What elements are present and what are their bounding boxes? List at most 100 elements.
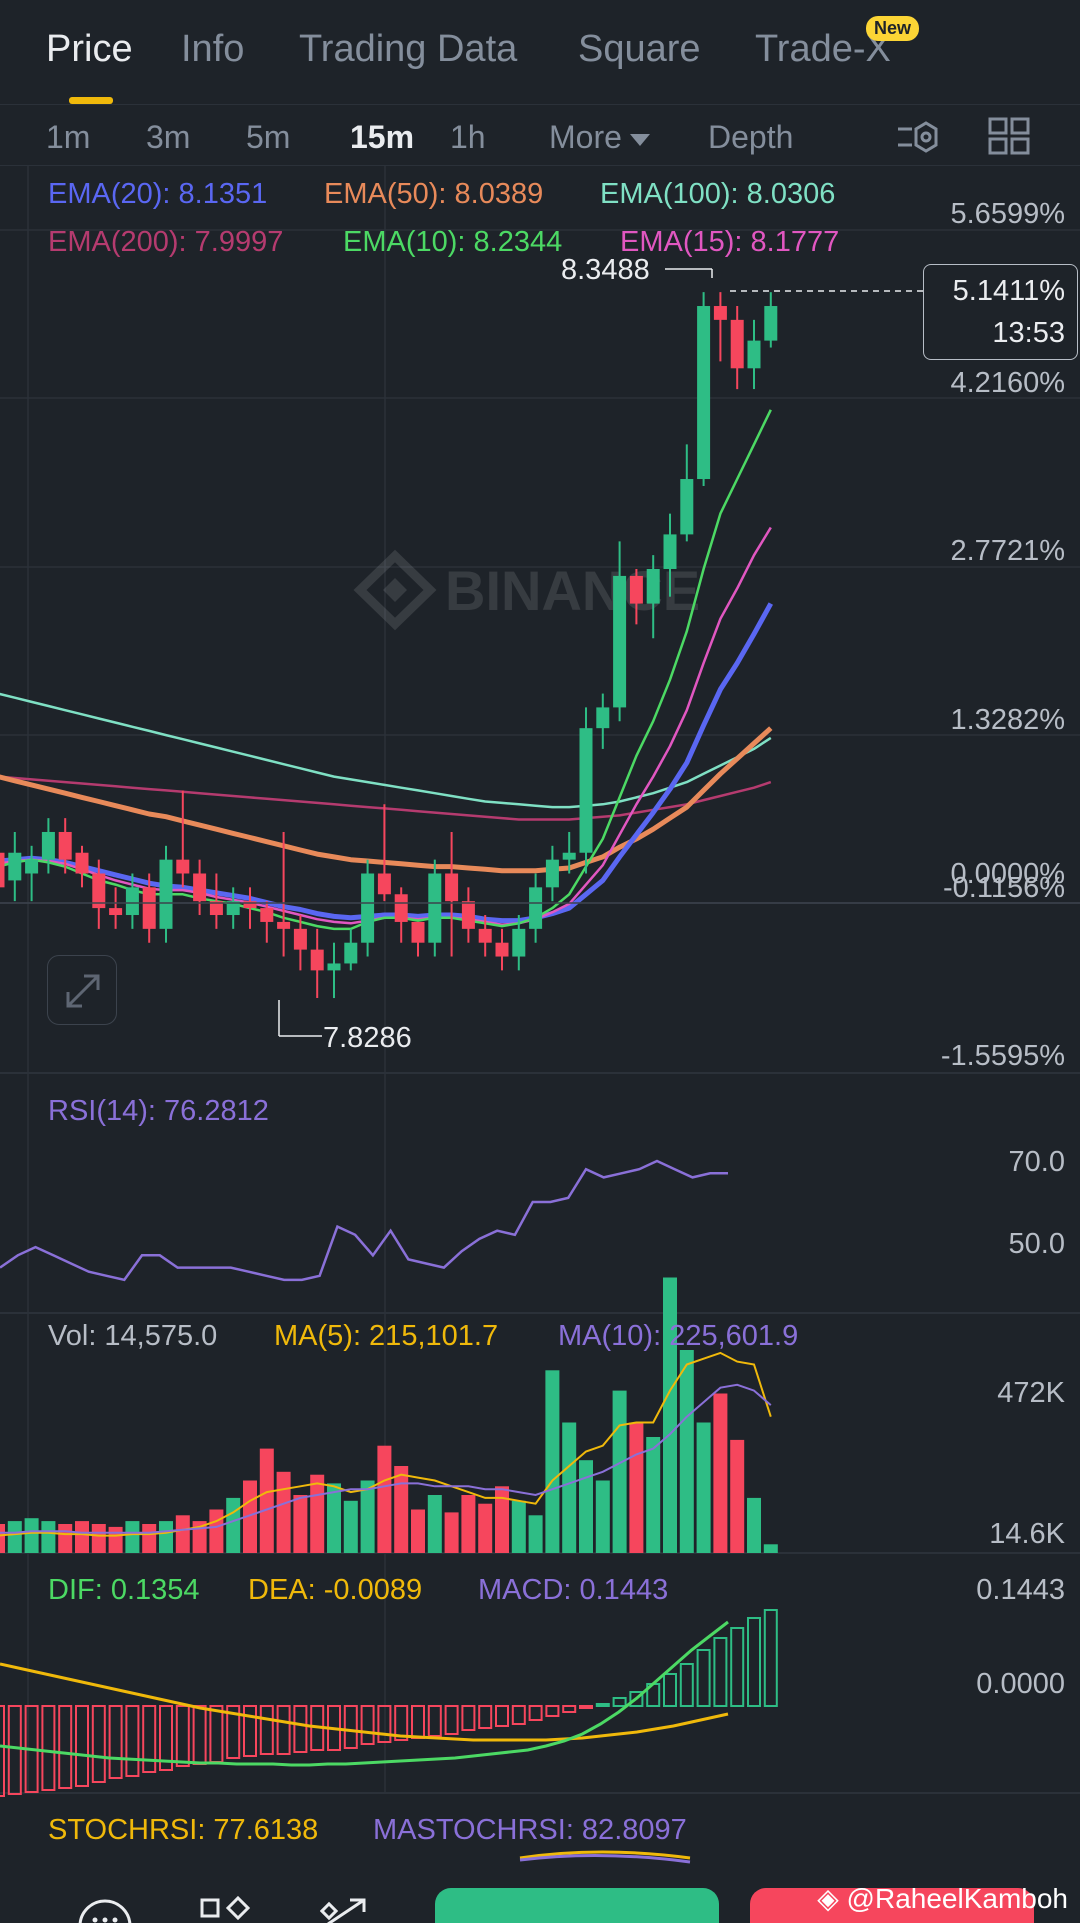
grid-apps-icon[interactable] (200, 1896, 252, 1923)
price-axis-tick: -0.1156% (943, 872, 1065, 904)
volume-bar (24, 1518, 39, 1553)
candle-body (478, 928, 492, 943)
interval-1m[interactable]: 1m (46, 119, 91, 155)
candle-body (629, 575, 643, 604)
macd-histogram-bar (226, 1705, 241, 1759)
tab-price[interactable]: Price (46, 28, 133, 70)
candle-body (226, 901, 240, 916)
candle-body (243, 901, 257, 909)
macd-histogram-bar (209, 1705, 224, 1763)
ema20-line (0, 602, 773, 924)
macd-histogram-bar (125, 1705, 140, 1777)
candle-body (361, 873, 375, 943)
candle-body (613, 575, 627, 708)
volume-bar (763, 1544, 778, 1553)
candle-body (310, 949, 324, 971)
tab-info[interactable]: Info (181, 28, 245, 70)
rsi-legend: RSI(14): 76.2812 (48, 1095, 269, 1127)
macd-histogram-bar (595, 1703, 610, 1707)
macd-histogram-bar (192, 1705, 207, 1765)
candle-body (327, 963, 341, 971)
candle-body (293, 928, 307, 950)
macd-panel (0, 1609, 778, 1797)
macd-dea-legend: DEA: -0.0089 (248, 1574, 423, 1606)
buy-button[interactable] (435, 1888, 719, 1923)
volume-bar (327, 1483, 341, 1553)
macd-histogram-bar (175, 1705, 190, 1767)
candle-body (545, 859, 559, 888)
indicator-settings-icon[interactable] (896, 117, 940, 157)
interval-5m[interactable]: 5m (246, 119, 291, 155)
interval-bar: 1m 3m 5m 15m 1h More Depth (0, 104, 1080, 166)
volume-bar (41, 1521, 56, 1553)
volume-bar (545, 1370, 560, 1553)
stochrsi-legend: STOCHRSI: 77.6138 (48, 1814, 319, 1846)
volume-bar (377, 1445, 392, 1553)
volume-bar (91, 1524, 106, 1553)
candle-body (512, 928, 526, 957)
volume-bar (713, 1393, 728, 1553)
rsi-axis-50: 50.0 (1008, 1228, 1065, 1260)
price-axis-tick: 4.2160% (950, 367, 1066, 399)
depth-tab[interactable]: Depth (708, 119, 794, 155)
volume-bar (394, 1466, 409, 1553)
candle-body (277, 921, 291, 929)
macd-histogram-bar (58, 1705, 73, 1789)
active-tab-indicator (69, 97, 113, 104)
candle-body (176, 859, 190, 874)
rsi-line (0, 1159, 728, 1282)
volume-bar (461, 1495, 476, 1553)
candles (0, 292, 778, 999)
volume-bar (259, 1448, 274, 1553)
volume-bar (730, 1439, 745, 1553)
volume-bar (75, 1521, 89, 1553)
macd-histogram-bar (427, 1705, 442, 1737)
candle-body (579, 728, 593, 853)
candle-body (713, 306, 727, 320)
tab-square[interactable]: Square (578, 28, 701, 70)
candle-body (125, 887, 139, 916)
volume-bar (142, 1524, 157, 1553)
macd-histogram-bar (730, 1627, 745, 1707)
volume-bar (696, 1422, 711, 1553)
interval-3m[interactable]: 3m (146, 119, 191, 155)
volume-bar (629, 1422, 644, 1553)
candle-body (680, 479, 694, 535)
macd-histogram-bar (259, 1705, 274, 1755)
layout-grid-icon[interactable] (988, 117, 1032, 157)
macd-histogram-bar (528, 1705, 543, 1721)
more-label: More (549, 119, 622, 155)
ema10-legend: EMA(10): 8.2344 (343, 226, 563, 258)
fullscreen-button[interactable] (47, 955, 117, 1025)
volume-bar (663, 1277, 677, 1553)
volume-bar (7, 1521, 22, 1553)
more-dots-icon[interactable] (78, 1896, 132, 1923)
macd-histogram-bar (411, 1705, 425, 1739)
volume-bar (343, 1500, 358, 1553)
current-price-box: 5.1411% 13:53 (923, 264, 1078, 360)
macd-histogram-bar (511, 1705, 526, 1725)
volume-bar (646, 1437, 661, 1553)
interval-15m[interactable]: 15m (350, 119, 415, 155)
top-tab-bar: Price Info Trading Data Square Trade-X N… (0, 0, 1080, 104)
volume-bar (159, 1521, 173, 1553)
volume-bar (495, 1486, 509, 1553)
candle-body (377, 873, 391, 895)
volume-ma10-line (0, 1383, 772, 1534)
interval-1h[interactable]: 1h (450, 119, 486, 155)
share-arrow-icon[interactable] (320, 1896, 372, 1923)
tab-trading-data[interactable]: Trading Data (299, 28, 518, 70)
macd-histogram-bar (360, 1705, 375, 1745)
macd-axis-max: 0.1443 (976, 1574, 1065, 1606)
volume-bar (209, 1509, 224, 1553)
candle-body (159, 859, 173, 929)
macd-histogram-bar (75, 1705, 89, 1787)
candle-body (260, 908, 274, 922)
price-axis-tick: 5.6599% (950, 198, 1066, 230)
sell-button[interactable] (750, 1888, 1034, 1923)
volume-bar (310, 1474, 325, 1553)
candle-body (697, 306, 711, 480)
macd-histogram-bar (579, 1705, 593, 1709)
interval-more-dropdown[interactable]: More (549, 119, 650, 156)
